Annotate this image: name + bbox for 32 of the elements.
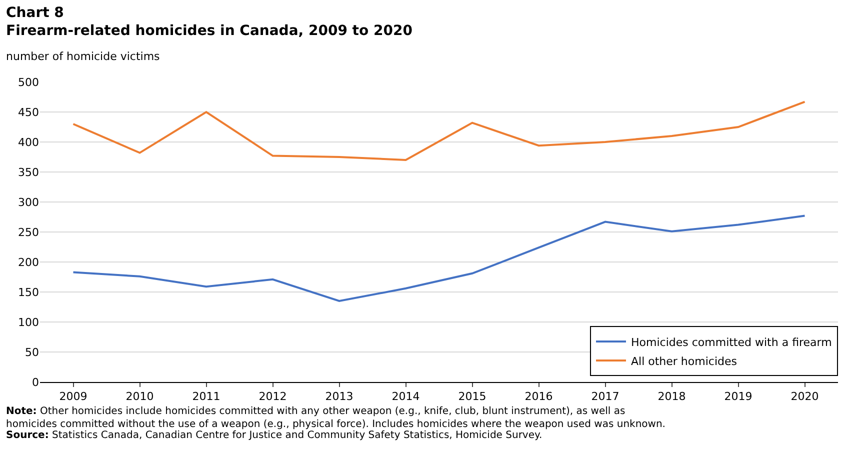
x-tick-label: 2010 <box>126 390 154 404</box>
x-tick-label: 2012 <box>258 390 287 404</box>
y-tick-label: 350 <box>18 166 39 179</box>
y-tick-label: 150 <box>18 286 39 299</box>
source-note: Source: Statistics Canada, Canadian Centre for Justice and Community Safety Statistics, Homicide Survey. <box>6 430 542 441</box>
x-tick-label: 2019 <box>724 390 752 404</box>
y-tick-label: 250 <box>18 226 39 239</box>
y-tick-label: 200 <box>18 256 39 269</box>
y-tick-label: 50 <box>25 346 39 359</box>
text: Note: Other homicides include homicides committed with any other weapon (e.g., knife, club, blunt instrument), as well as homicides committed without the use of a weapon (e.g., physical force). Includes homicides where the weapon used was unknown. <box>6 406 666 430</box>
line-series <box>72 100 806 161</box>
x-tick-label: 2018 <box>658 390 686 404</box>
y-tick-label: 450 <box>18 106 39 119</box>
x-tick-label: 2020 <box>790 390 819 404</box>
x-tick-label: 2014 <box>392 390 420 404</box>
x-tick-label: 2015 <box>458 390 486 404</box>
legend-label: Homicides committed with a firearm <box>631 336 832 349</box>
chart-subtitle: Firearm-related homicides in Canada, 2009 to 2020 <box>6 23 413 39</box>
y-axis-title: number of homicide victims <box>6 50 160 63</box>
y-tick-label: 400 <box>18 136 39 149</box>
x-tick-label: 2011 <box>192 390 220 404</box>
x-tick-label: 2017 <box>591 390 620 404</box>
line-series <box>72 214 806 302</box>
x-tick-label: 2016 <box>524 390 553 404</box>
y-tick-label: 100 <box>18 316 39 329</box>
x-tick-label: 2009 <box>59 390 88 404</box>
y-tick-label: 300 <box>18 196 39 209</box>
y-tick-label: 0 <box>32 376 39 389</box>
legend-label: All other homicides <box>631 354 738 368</box>
x-tick-label: 2013 <box>325 390 354 404</box>
chart-title: Chart 8 <box>6 5 64 21</box>
y-tick-label: 500 <box>18 76 39 89</box>
